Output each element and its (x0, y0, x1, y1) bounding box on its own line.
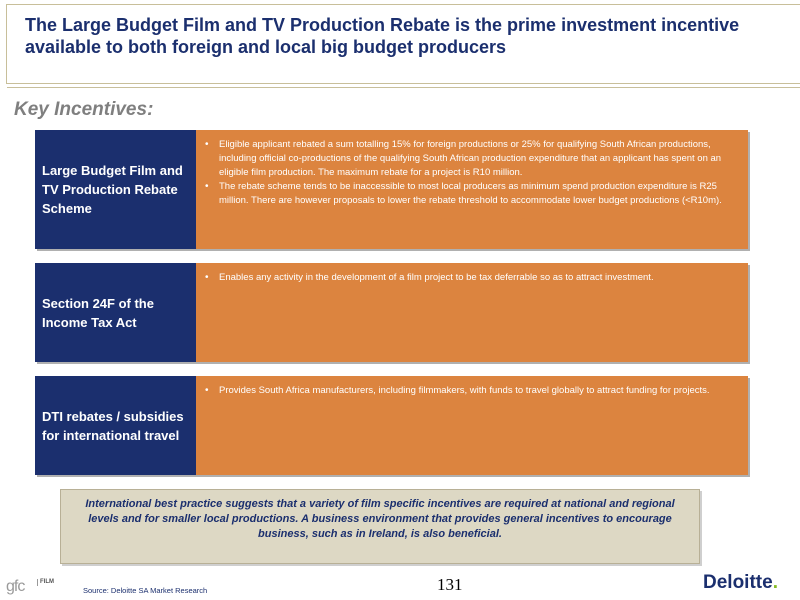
title-divider (7, 87, 800, 88)
deloitte-logo-text: Deloitte (703, 572, 773, 593)
best-practice-note: International best practice suggests tha… (60, 489, 700, 564)
bullet-list: Eligible applicant rebated a sum totalli… (202, 138, 740, 208)
incentive-label-text: Section 24F of the Income Tax Act (42, 295, 154, 330)
bullet-item: Enables any activity in the development … (202, 271, 740, 285)
incentive-content: Provides South Africa manufacturers, inc… (196, 376, 748, 475)
incentive-label-text: DTI rebates / subsidies for internationa… (42, 408, 184, 443)
incentive-content: Eligible applicant rebated a sum totalli… (196, 130, 748, 249)
bullet-item: The rebate scheme tends to be inaccessib… (202, 180, 740, 208)
bullet-list: Provides South Africa manufacturers, inc… (202, 384, 740, 398)
incentive-label: Large Budget Film and TV Production Reba… (35, 130, 196, 249)
gfc-logo: gfc (6, 578, 25, 595)
incentive-label-text: Large Budget Film and TV Production Reba… (42, 163, 183, 216)
deloitte-logo: Deloitte. (703, 572, 778, 594)
incentive-row-section-24f: Section 24F of the Income Tax Act Enable… (35, 263, 748, 362)
bullet-list: Enables any activity in the development … (202, 271, 740, 285)
incentive-label: Section 24F of the Income Tax Act (35, 263, 196, 362)
incentive-row-dti: DTI rebates / subsidies for internationa… (35, 376, 748, 475)
page-number: 131 (437, 575, 463, 594)
deloitte-logo-dot: . (772, 572, 778, 593)
incentive-label: DTI rebates / subsidies for internationa… (35, 376, 196, 475)
incentive-content: Enables any activity in the development … (196, 263, 748, 362)
bullet-item: Provides South Africa manufacturers, inc… (202, 384, 740, 398)
gfc-logo-sub: FILM (37, 579, 54, 586)
section-heading: Key Incentives: (14, 99, 154, 120)
page-title: The Large Budget Film and TV Production … (25, 15, 740, 57)
title-box: The Large Budget Film and TV Production … (6, 4, 800, 84)
bullet-item: Eligible applicant rebated a sum totalli… (202, 138, 740, 180)
incentive-row-large-budget: Large Budget Film and TV Production Reba… (35, 130, 748, 249)
source-note: Source: Deloitte SA Market Research (83, 586, 208, 595)
